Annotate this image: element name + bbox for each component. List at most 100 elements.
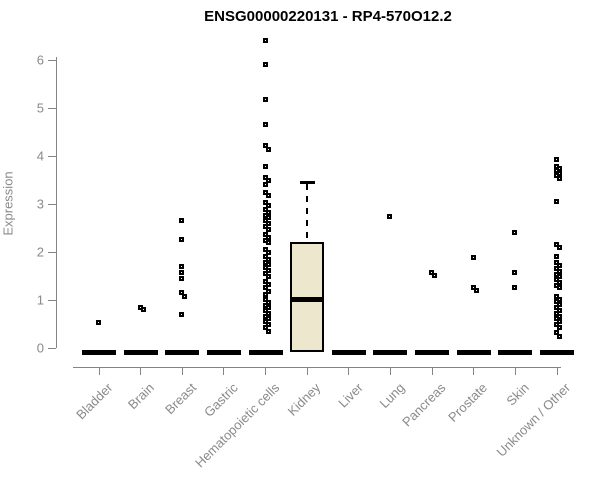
data-point [266,274,271,279]
data-point [263,164,268,169]
data-point [557,280,562,285]
x-tick [98,367,100,375]
zero-box-bar [415,350,450,355]
x-tick-label: Breast [161,380,199,418]
data-point [266,289,271,294]
data-point [266,329,271,334]
data-point [554,272,559,277]
data-point [557,297,562,302]
data-point [266,210,271,215]
data-point [512,285,517,290]
y-tick-label: 1 [36,292,44,308]
x-tick-label: Brain [125,380,158,413]
data-point [263,232,268,237]
y-tick-label: 6 [36,52,44,68]
zero-box-bar [206,350,241,355]
data-point [266,322,271,327]
data-point [263,238,268,243]
data-point [557,319,562,324]
data-point [263,292,268,297]
data-point [554,299,559,304]
data-point [557,245,562,250]
data-point [263,265,268,270]
data-point [263,308,268,313]
data-point [263,271,268,276]
data-point [138,305,143,310]
y-tick-label: 3 [36,196,44,212]
median-line [290,297,325,302]
data-point [263,62,268,67]
zero-box-bar [248,350,283,355]
data-point [96,320,101,325]
y-axis-line [56,57,57,348]
data-point [263,325,268,330]
data-point [263,297,268,302]
data-point [474,288,479,293]
data-point [266,227,271,232]
data-point [554,242,559,247]
data-point [263,247,268,252]
data-point [557,325,562,330]
data-point [179,270,184,275]
y-tick [48,155,56,157]
y-tick-label: 2 [36,244,44,260]
data-point [554,330,559,335]
data-point [557,285,562,290]
data-point [266,193,271,198]
zero-box-bar [331,350,366,355]
data-point [263,260,268,265]
data-point [557,314,562,319]
data-point [263,122,268,127]
zero-box-bar [165,350,200,355]
data-point [512,270,517,275]
data-point [266,250,271,255]
y-tick [48,59,56,61]
data-point [263,38,268,43]
y-tick-label: 5 [36,100,44,116]
data-point [554,266,559,271]
data-point [554,316,559,321]
x-tick-label: Pancreas [399,380,449,430]
x-tick [265,367,267,375]
data-point [263,190,268,195]
data-point [554,157,559,162]
data-point [266,235,271,240]
zero-box-bar [540,350,574,355]
data-point [263,314,268,319]
data-point [266,282,271,287]
data-point [554,260,559,265]
x-tick [431,367,433,375]
y-tick [48,299,56,301]
data-point [554,164,559,169]
data-point [266,305,271,310]
y-tick-label: 4 [36,148,44,164]
x-tick [181,367,183,375]
data-point [554,283,559,288]
data-point [554,294,559,299]
x-tick [223,367,225,375]
x-tick [348,367,350,375]
data-point [554,199,559,204]
x-tick-label: Unknown / Other [494,380,574,460]
zero-box-bar [373,350,408,355]
data-point [557,166,562,171]
data-point [554,311,559,316]
data-point [263,182,268,187]
y-tick [48,347,56,349]
x-tick-label: Liver [334,380,366,411]
data-point [266,203,271,208]
x-tick-label: Prostate [445,380,491,425]
zero-box-bar [82,350,116,355]
data-point [263,213,268,218]
data-point [266,240,271,245]
data-point [263,303,268,308]
data-point [263,224,268,229]
data-point [432,273,437,278]
data-point [263,279,268,284]
data-point [266,147,271,152]
data-point [554,277,559,282]
y-tick [48,251,56,253]
data-point [557,171,562,176]
